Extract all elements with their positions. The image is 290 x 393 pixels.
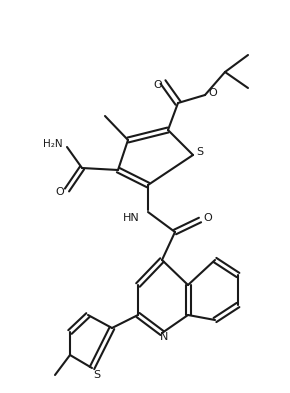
- Text: N: N: [160, 332, 168, 342]
- Text: HN: HN: [123, 213, 140, 223]
- Text: O: O: [209, 88, 218, 98]
- Text: O: O: [56, 187, 64, 197]
- Text: S: S: [93, 370, 101, 380]
- Text: O: O: [204, 213, 212, 223]
- Text: S: S: [196, 147, 204, 157]
- Text: O: O: [154, 80, 162, 90]
- Text: H₂N: H₂N: [43, 139, 63, 149]
